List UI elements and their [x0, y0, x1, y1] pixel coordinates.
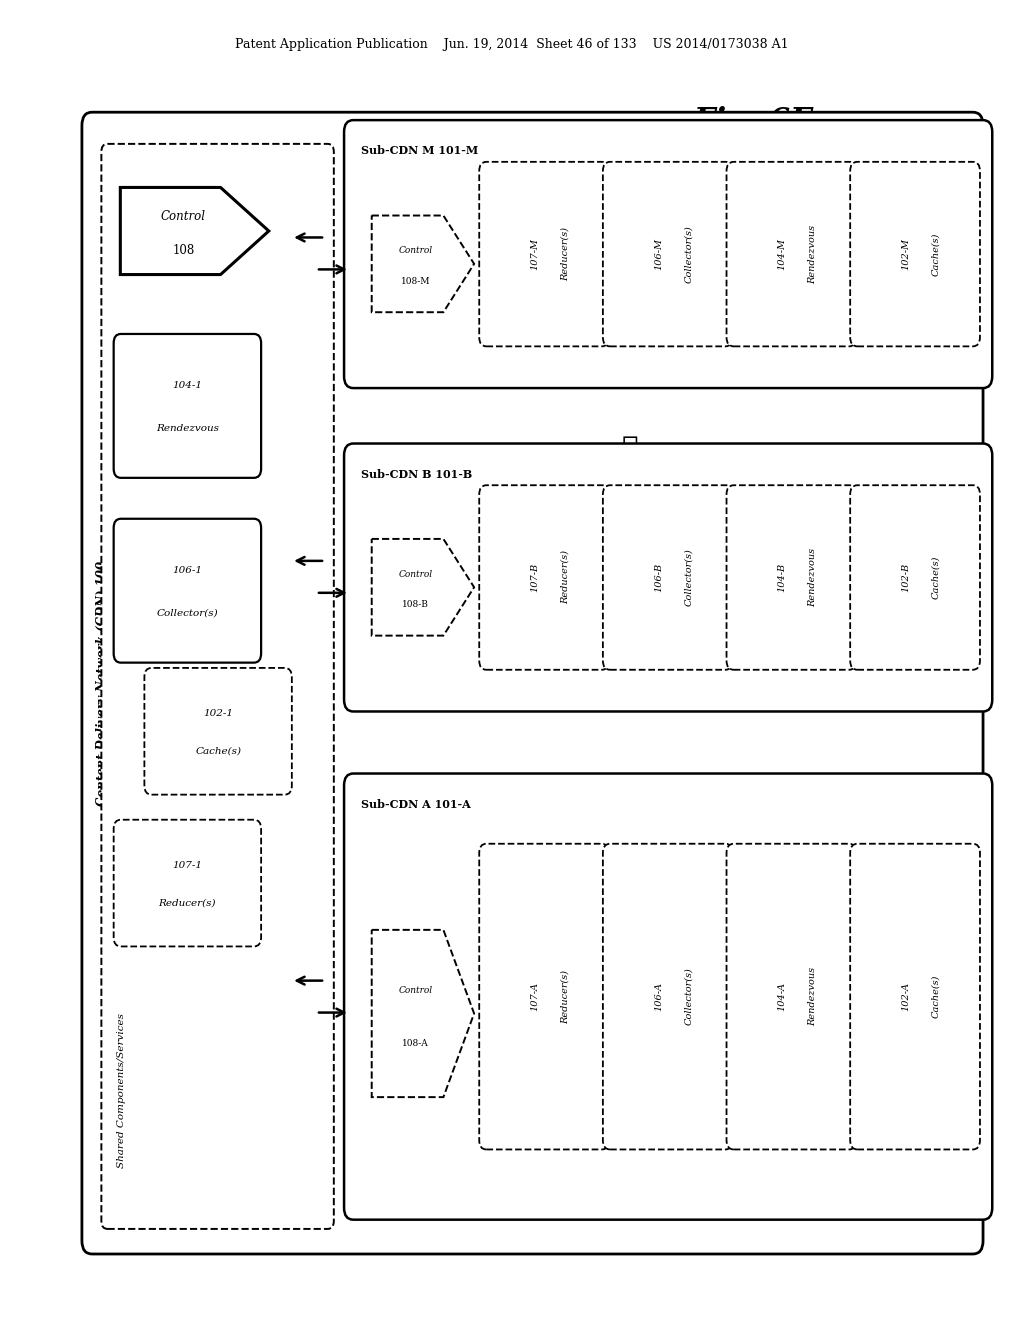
Text: Collector(s): Collector(s): [157, 609, 218, 618]
FancyBboxPatch shape: [114, 519, 261, 663]
Text: Rendezvous: Rendezvous: [808, 968, 817, 1026]
Text: Cache(s): Cache(s): [932, 556, 940, 599]
Text: Fig. 6F: Fig. 6F: [693, 106, 812, 137]
FancyBboxPatch shape: [726, 843, 856, 1150]
FancyBboxPatch shape: [479, 843, 609, 1150]
Text: Patent Application Publication    Jun. 19, 2014  Sheet 46 of 133    US 2014/0173: Patent Application Publication Jun. 19, …: [236, 38, 788, 51]
Text: 106-M: 106-M: [654, 238, 663, 271]
FancyBboxPatch shape: [101, 144, 334, 1229]
FancyBboxPatch shape: [344, 774, 992, 1220]
FancyBboxPatch shape: [344, 120, 992, 388]
Text: Shared Components/Services: Shared Components/Services: [118, 1014, 126, 1168]
Text: Content Delivery Network (CDN) 100: Content Delivery Network (CDN) 100: [96, 561, 109, 805]
Text: Cache(s): Cache(s): [932, 975, 940, 1018]
Text: Rendezvous: Rendezvous: [156, 424, 219, 433]
Text: 106-A: 106-A: [654, 982, 663, 1011]
Text: Cache(s): Cache(s): [932, 232, 940, 276]
Text: Rendezvous: Rendezvous: [808, 548, 817, 607]
Text: Control: Control: [161, 210, 206, 223]
Text: Control: Control: [398, 570, 432, 578]
Text: Reducer(s): Reducer(s): [560, 550, 569, 605]
Text: 102-B: 102-B: [901, 562, 910, 593]
FancyBboxPatch shape: [603, 486, 733, 669]
FancyBboxPatch shape: [82, 112, 983, 1254]
Polygon shape: [372, 539, 474, 636]
FancyBboxPatch shape: [603, 843, 733, 1150]
FancyBboxPatch shape: [344, 444, 992, 711]
Text: 106-B: 106-B: [654, 562, 663, 593]
Text: 104-A: 104-A: [777, 982, 786, 1011]
Text: 108-A: 108-A: [401, 1039, 429, 1048]
Text: 107-1: 107-1: [172, 861, 203, 870]
Text: Rendezvous: Rendezvous: [808, 224, 817, 284]
Text: Sub-CDN B 101-B: Sub-CDN B 101-B: [361, 469, 473, 479]
Text: Sub-CDN M 101-M: Sub-CDN M 101-M: [361, 145, 479, 156]
FancyBboxPatch shape: [603, 162, 733, 346]
Text: 107-M: 107-M: [530, 238, 540, 271]
Polygon shape: [372, 215, 474, 313]
FancyBboxPatch shape: [479, 162, 609, 346]
Text: 108-B: 108-B: [401, 601, 429, 610]
Text: ⋮: ⋮: [622, 436, 638, 462]
FancyBboxPatch shape: [850, 486, 980, 669]
FancyBboxPatch shape: [850, 843, 980, 1150]
FancyBboxPatch shape: [114, 820, 261, 946]
Text: Collector(s): Collector(s): [684, 968, 693, 1026]
Text: 104-M: 104-M: [777, 238, 786, 271]
Polygon shape: [372, 929, 474, 1097]
FancyBboxPatch shape: [479, 486, 609, 669]
FancyBboxPatch shape: [726, 162, 856, 346]
Text: 108: 108: [172, 244, 195, 257]
Text: Reducer(s): Reducer(s): [560, 970, 569, 1023]
Text: 106-1: 106-1: [172, 566, 203, 576]
Text: 104-1: 104-1: [172, 381, 203, 391]
Text: 102-A: 102-A: [901, 982, 910, 1011]
Text: 104-B: 104-B: [777, 562, 786, 593]
Text: 108-M: 108-M: [400, 277, 430, 286]
FancyBboxPatch shape: [726, 486, 856, 669]
Text: Collector(s): Collector(s): [684, 549, 693, 606]
Text: 102-M: 102-M: [901, 238, 910, 271]
Text: Control: Control: [398, 986, 432, 995]
Text: 107-B: 107-B: [530, 562, 540, 593]
Text: 102-1: 102-1: [203, 709, 233, 718]
Text: Collector(s): Collector(s): [684, 226, 693, 282]
Text: Cache(s): Cache(s): [196, 746, 241, 755]
Polygon shape: [121, 187, 268, 275]
Text: Sub-CDN A 101-A: Sub-CDN A 101-A: [361, 799, 471, 809]
Text: Reducer(s): Reducer(s): [560, 227, 569, 281]
Text: Control: Control: [398, 247, 432, 255]
FancyBboxPatch shape: [114, 334, 261, 478]
FancyBboxPatch shape: [850, 162, 980, 346]
FancyBboxPatch shape: [144, 668, 292, 795]
Text: Reducer(s): Reducer(s): [159, 898, 216, 907]
Text: 107-A: 107-A: [530, 982, 540, 1011]
